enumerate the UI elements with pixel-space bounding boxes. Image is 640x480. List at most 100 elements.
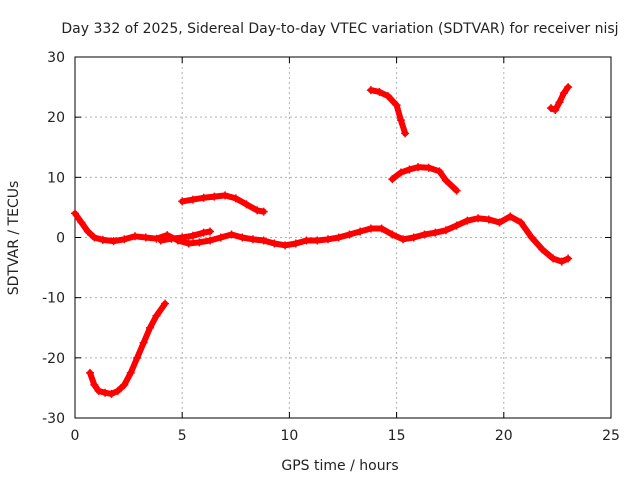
data-point <box>452 186 461 195</box>
data-point <box>248 235 257 244</box>
data-point <box>345 230 354 239</box>
data-point <box>231 194 240 203</box>
data-point <box>94 386 103 395</box>
series-arc-g <box>546 83 573 114</box>
data-point <box>506 212 515 221</box>
data-point <box>101 388 110 397</box>
data-point <box>441 226 450 235</box>
data-point <box>375 87 384 96</box>
data-point <box>396 168 405 177</box>
data-point <box>107 389 116 398</box>
data-series <box>71 83 573 398</box>
data-point <box>420 230 429 239</box>
data-point <box>384 92 393 101</box>
data-point <box>156 236 165 245</box>
data-point <box>424 163 433 172</box>
data-point <box>452 221 461 230</box>
data-point <box>199 193 208 202</box>
data-point <box>313 236 322 245</box>
data-point <box>399 235 408 244</box>
data-point <box>555 98 564 107</box>
series-line <box>389 164 460 194</box>
data-point <box>538 245 547 254</box>
data-point <box>238 233 247 242</box>
data-point <box>178 197 187 206</box>
data-point <box>178 233 187 242</box>
data-point <box>392 101 401 110</box>
data-point <box>527 233 536 242</box>
x-tick-label: 15 <box>388 428 406 444</box>
data-point <box>474 214 483 223</box>
x-tick-label: 10 <box>280 428 298 444</box>
data-point <box>161 299 170 308</box>
y-axis-label: SDTVAR / TECUs <box>6 181 22 296</box>
data-point <box>463 216 472 225</box>
data-point <box>270 239 279 248</box>
y-tick-label: 30 <box>47 50 65 66</box>
data-point <box>409 233 418 242</box>
data-point <box>199 228 208 237</box>
data-point <box>302 236 311 245</box>
x-tick-label: 25 <box>602 428 620 444</box>
x-tick-label: 0 <box>71 428 80 444</box>
data-point <box>401 129 410 138</box>
data-point <box>167 234 176 243</box>
axes-ticks: 0 5 10 15 20 25 -30 -20 -10 0 10 20 30 <box>42 50 620 444</box>
data-point <box>71 209 79 218</box>
data-point <box>227 230 236 239</box>
x-tick-label: 20 <box>495 428 513 444</box>
y-tick-label: 10 <box>47 170 65 186</box>
data-point <box>90 380 99 389</box>
data-point <box>126 368 135 377</box>
data-point <box>414 163 423 172</box>
data-point <box>564 83 573 92</box>
data-point <box>210 192 219 201</box>
data-point <box>291 239 300 248</box>
data-point <box>388 230 397 239</box>
data-point <box>366 224 375 233</box>
series-arc-e <box>366 86 410 138</box>
data-point <box>188 195 197 204</box>
data-point <box>120 380 129 389</box>
data-point <box>120 235 129 244</box>
data-point <box>516 218 525 227</box>
data-point <box>564 254 573 263</box>
data-point <box>90 233 99 242</box>
series-arc-d <box>86 299 170 398</box>
data-point <box>242 200 251 209</box>
data-point <box>334 233 343 242</box>
data-point <box>253 206 262 215</box>
data-point <box>188 231 197 240</box>
y-tick-label: -20 <box>42 351 65 367</box>
y-tick-label: 0 <box>56 231 65 247</box>
series-arc-a <box>71 209 573 266</box>
data-point <box>323 235 332 244</box>
data-point <box>109 237 118 246</box>
series-arc-c <box>178 191 268 216</box>
data-point <box>405 165 414 174</box>
series-arc-b <box>156 227 215 245</box>
chart-title: Day 332 of 2025, Sidereal Day-to-day VTE… <box>61 21 618 37</box>
data-point <box>139 338 148 347</box>
data-point <box>366 86 375 95</box>
y-tick-label: 20 <box>47 110 65 126</box>
x-axis-label: GPS time / hours <box>281 458 398 474</box>
series-line <box>179 192 267 215</box>
series-arc-f <box>388 163 461 195</box>
data-point <box>551 105 560 114</box>
data-point <box>546 104 555 113</box>
data-point <box>146 323 155 332</box>
data-point <box>259 236 268 245</box>
data-point <box>388 175 397 184</box>
data-point <box>216 233 225 242</box>
data-point <box>86 368 95 377</box>
data-point <box>549 254 558 263</box>
y-tick-label: -10 <box>42 291 65 307</box>
data-point <box>396 116 405 125</box>
data-point <box>431 228 440 237</box>
data-point <box>259 207 268 216</box>
data-point <box>495 218 504 227</box>
data-point <box>133 353 142 362</box>
data-point <box>557 257 566 266</box>
